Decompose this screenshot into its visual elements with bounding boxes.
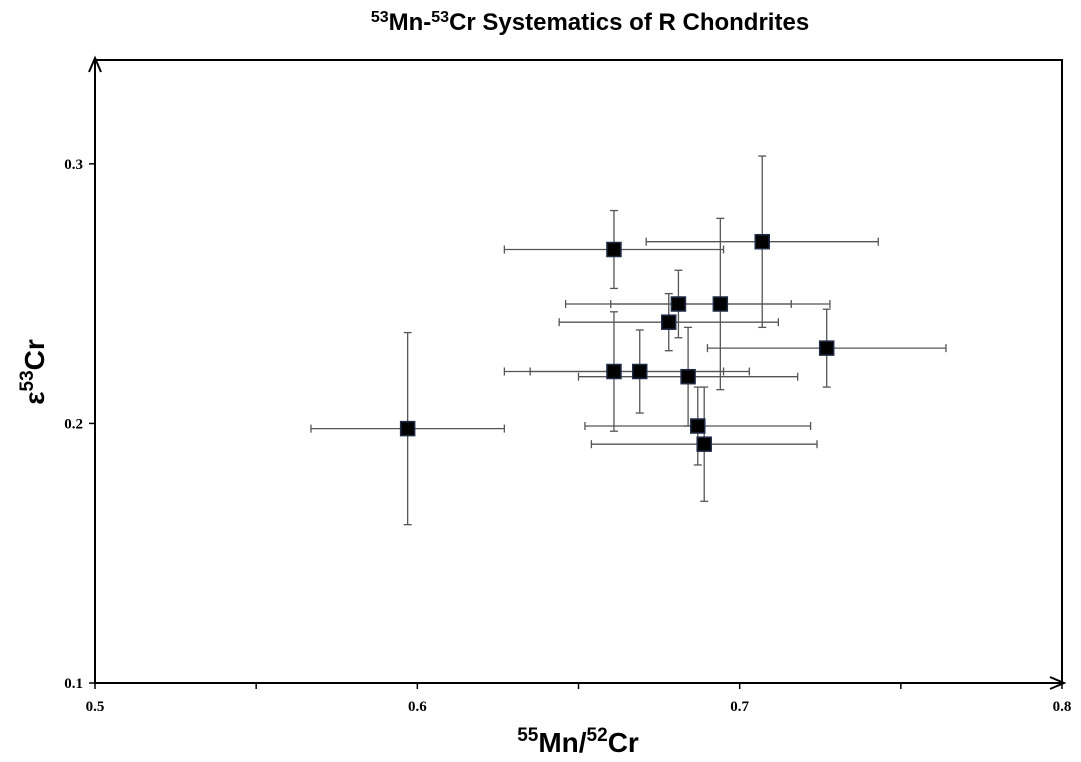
data-point-marker (606, 363, 622, 380)
y-tick-label: 0.1 (64, 676, 83, 692)
xlabel-sup-1: 55 (517, 725, 539, 746)
title-sup-2: 53 (431, 9, 449, 26)
data-point-marker (606, 241, 622, 258)
y-axis-label: ε53Cr (17, 339, 50, 405)
y-tick-label: 0.3 (64, 157, 83, 173)
axis-ticks (89, 163, 1063, 689)
x-tick-label: 0.7 (730, 699, 749, 715)
data-point-marker (670, 296, 687, 312)
title-part-2: Cr Systematics of R Chondrites (449, 9, 809, 36)
error-bars (310, 155, 947, 526)
chart-title: 53Mn-53Cr Systematics of R Chondrites (371, 9, 809, 36)
ylabel-part-2: Cr (19, 339, 50, 370)
axis-tick-labels: 0.5 0.6 0.7 0.8 0.1 0.2 0.3 (64, 157, 1071, 715)
data-point-marker (661, 314, 677, 330)
y-axis-arrow (88, 55, 102, 73)
x-tick-label: 0.6 (408, 699, 427, 715)
x-tick-label: 0.5 (86, 699, 105, 715)
x-tick-label: 0.8 (1053, 699, 1072, 715)
title-sup-1: 53 (371, 9, 389, 26)
data-point-marker (712, 296, 729, 312)
ylabel-sup-1: 53 (17, 370, 38, 391)
data-point-marker (631, 363, 648, 380)
x-axis-arrow (1049, 676, 1067, 690)
title-part-1: Mn- (389, 9, 432, 36)
xlabel-part-1: Mn/ (538, 727, 586, 758)
data-point-marker (696, 436, 712, 452)
ylabel-part-1: ε (19, 391, 50, 404)
data-points (399, 233, 835, 452)
data-point-marker (399, 420, 416, 437)
data-point-marker (818, 340, 835, 356)
data-point-marker (680, 368, 696, 385)
x-axis-label: 55Mn/52Cr (517, 725, 639, 758)
xlabel-sup-2: 52 (587, 725, 608, 746)
data-point-marker (690, 418, 706, 434)
data-point-marker (754, 233, 770, 250)
xlabel-part-2: Cr (608, 727, 639, 758)
y-tick-label: 0.2 (64, 416, 83, 432)
